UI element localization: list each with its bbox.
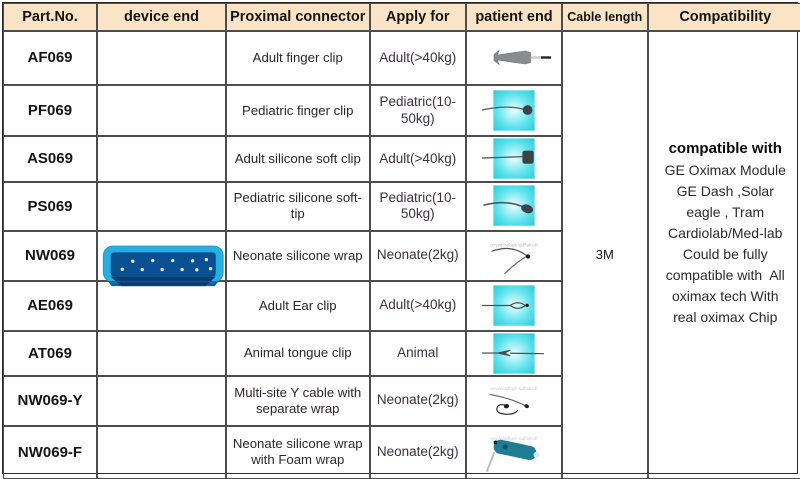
- svg-text:oxywidsjfbgk sjdflaksdf: oxywidsjfbgk sjdflaksdf: [490, 242, 538, 247]
- svg-text:oxywidsjfbgk sjdflaksdf: oxywidsjfbgk sjdflaksdf: [490, 385, 538, 390]
- svg-text:oxywidsjfbgk sjdflaksdf: oxywidsjfbgk sjdflaksdf: [490, 436, 538, 441]
